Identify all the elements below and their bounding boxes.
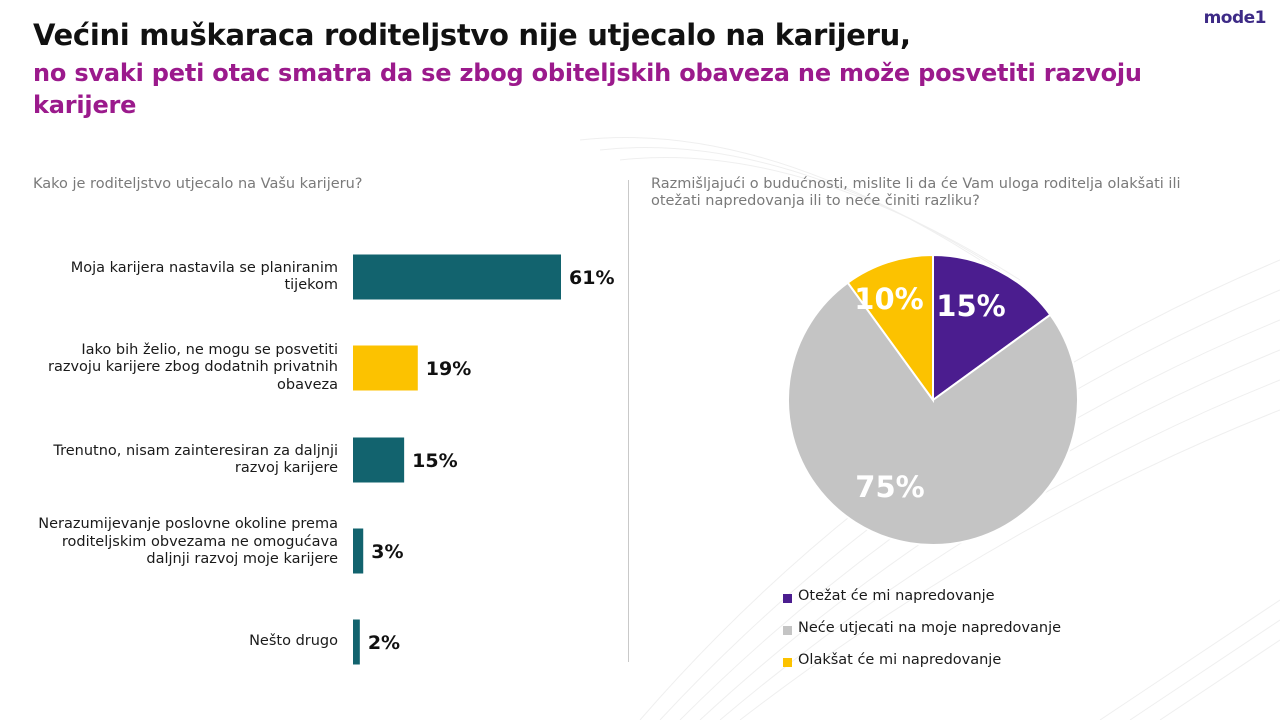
legend-swatch xyxy=(783,626,792,635)
page-subtitle: no svaki peti otac smatra da se zbog obi… xyxy=(33,59,1142,119)
legend-item: Olakšat će mi napredovanje xyxy=(783,652,1061,684)
legend-item: Otežat će mi napredovanje xyxy=(783,588,1061,620)
bar xyxy=(353,437,405,483)
page-title: Većini muškaraca roditeljstvo nije utjec… xyxy=(33,18,911,52)
bar-category-label: Moja karijera nastavila se planiranim ti… xyxy=(70,259,338,294)
legend-label: Otežat će mi napredovanje xyxy=(798,588,995,604)
bar xyxy=(353,345,418,391)
pie-value-label: 15% xyxy=(936,289,1005,323)
legend-label: Olakšat će mi napredovanje xyxy=(798,652,1002,668)
bar-value-label: 19% xyxy=(426,358,471,380)
legend-swatch xyxy=(783,594,792,603)
bar-value-label: 2% xyxy=(368,632,400,654)
section-divider xyxy=(628,180,629,662)
pie-slice xyxy=(932,253,1052,402)
bar-value-label: 15% xyxy=(412,450,457,472)
bar xyxy=(353,254,561,300)
legend-item: Neće utjecati na moje napredovanje xyxy=(783,620,1061,652)
pie-chart: 15% 75% 10% xyxy=(787,253,1079,546)
bar-chart: 61% 19% 15% 3% 2% xyxy=(353,254,614,665)
pie-slice xyxy=(846,253,934,404)
bar-chart-question: Kako je roditeljstvo utjecalo na Vašu ka… xyxy=(33,176,363,192)
bar-category-label: Nerazumijevanje poslovne okoline prema r… xyxy=(38,516,338,567)
brand-logo: mode1 xyxy=(1203,8,1267,28)
bar xyxy=(353,619,360,665)
pie-chart-question: Razmišljajući o budućnosti, mislite li d… xyxy=(651,176,1181,209)
bar-category-label: Iako bih želio, ne mogu se posvetiti raz… xyxy=(48,341,338,393)
bar-category-label: Trenutno, nisam zainteresiran za daljnji… xyxy=(53,442,338,477)
pie-legend: Otežat će mi napredovanje Neće utjecati … xyxy=(783,588,1061,684)
pie-value-label: 10% xyxy=(854,282,923,316)
legend-label: Neće utjecati na moje napredovanje xyxy=(798,620,1062,636)
bar-value-label: 61% xyxy=(569,267,614,289)
legend-swatch xyxy=(783,658,792,667)
bar-category-label: Nešto drugo xyxy=(249,633,338,650)
pie-value-label: 75% xyxy=(855,470,924,504)
pie-slice xyxy=(787,281,1079,546)
bar-value-label: 3% xyxy=(371,541,403,563)
bar xyxy=(353,528,364,574)
